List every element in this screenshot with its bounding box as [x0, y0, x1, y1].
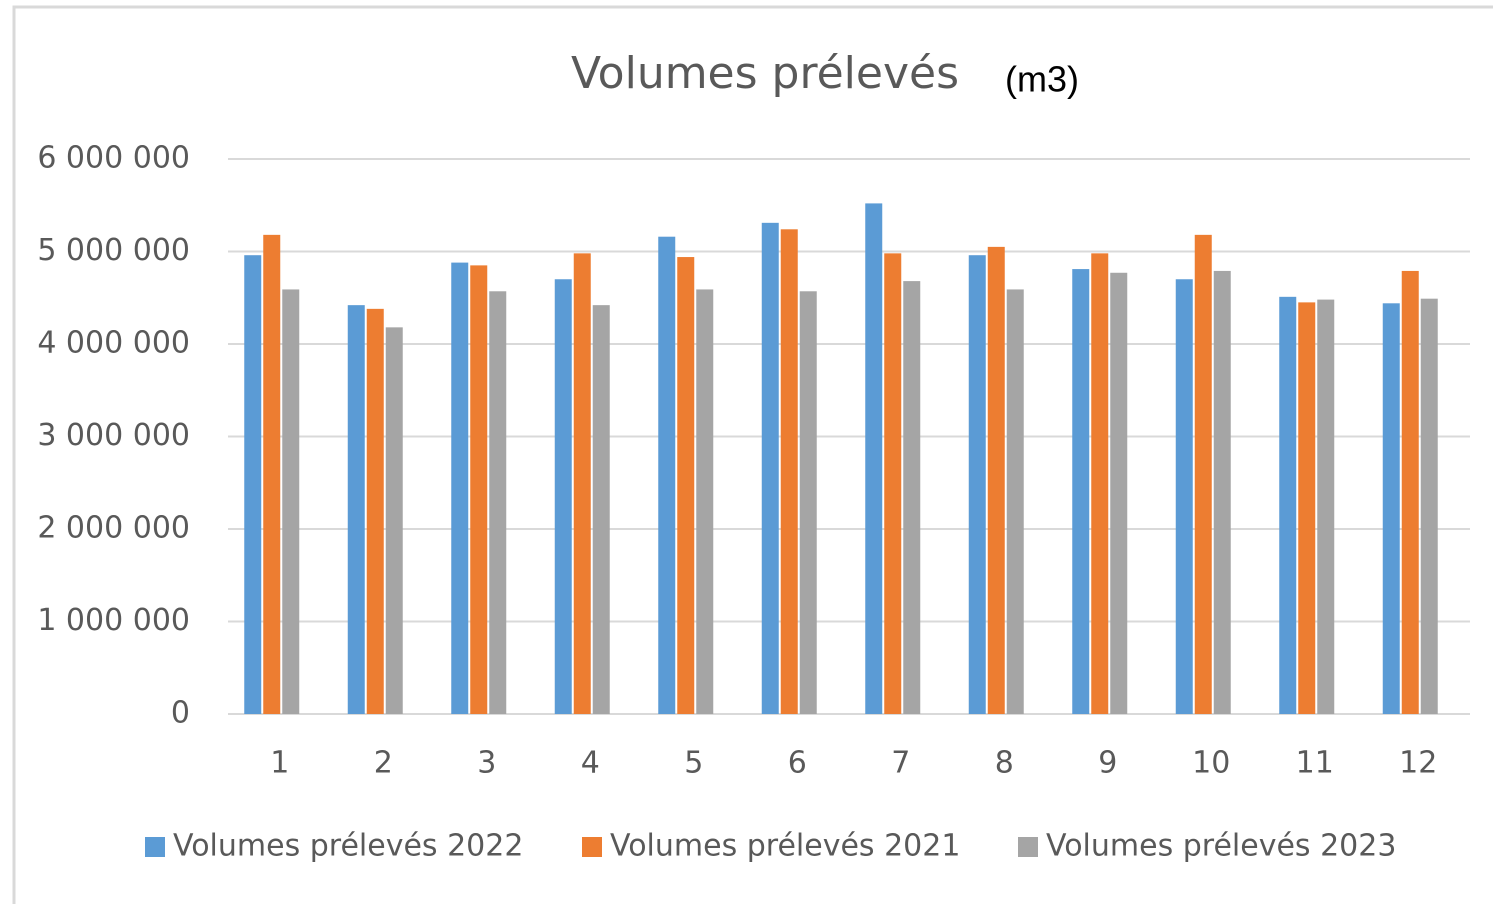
bar [347, 305, 365, 714]
x-tick-label: 1 [270, 746, 289, 781]
bar [1006, 289, 1024, 714]
bar [1298, 302, 1316, 714]
legend-label: Volumes prélevés 2023 [1046, 829, 1396, 864]
unit-annotation: (m3) [1005, 59, 1079, 100]
chart-title: Volumes prélevés [571, 48, 959, 99]
y-tick-label: 2 000 000 [37, 511, 190, 546]
bar [263, 234, 281, 714]
x-tick-label: 2 [374, 746, 393, 781]
bar [282, 289, 300, 714]
bar [1175, 279, 1193, 714]
bar [987, 246, 1005, 714]
bar [865, 203, 883, 714]
bar [1072, 269, 1090, 714]
x-tick-label: 5 [684, 746, 703, 781]
x-tick-label: 12 [1399, 746, 1437, 781]
x-tick-label: 8 [995, 746, 1014, 781]
bar [573, 253, 591, 714]
bar [470, 265, 488, 714]
y-tick-label: 6 000 000 [37, 141, 190, 176]
x-tick-label: 4 [581, 746, 600, 781]
bar [1213, 270, 1231, 714]
x-tick-label: 7 [891, 746, 910, 781]
y-tick-label: 4 000 000 [37, 326, 190, 361]
bar [884, 253, 902, 714]
bar [903, 281, 921, 714]
x-tick-label: 6 [788, 746, 807, 781]
bar [1420, 298, 1438, 714]
bar [1279, 296, 1297, 714]
bar [696, 289, 714, 714]
bar [677, 257, 695, 714]
y-tick-label: 1 000 000 [37, 603, 190, 638]
bar [658, 236, 676, 714]
x-tick-label: 9 [1098, 746, 1117, 781]
bar [1382, 303, 1400, 714]
legend-label: Volumes prélevés 2021 [610, 829, 960, 864]
bar [366, 308, 384, 714]
bar [489, 291, 507, 714]
bar [1317, 299, 1335, 714]
bar [1110, 272, 1128, 714]
x-tick-label: 11 [1296, 746, 1334, 781]
bar [799, 291, 817, 714]
bar [780, 229, 798, 715]
bar [244, 255, 262, 714]
y-tick-label: 5 000 000 [37, 233, 190, 268]
bar [1401, 270, 1419, 714]
x-tick-label: 3 [477, 746, 496, 781]
bar [1091, 253, 1109, 714]
bar [592, 305, 610, 714]
y-tick-label: 3 000 000 [37, 418, 190, 453]
bar [968, 255, 986, 714]
bar [554, 279, 572, 714]
bar [451, 262, 469, 714]
legend-swatch [145, 837, 165, 857]
bar [385, 327, 403, 714]
chart-frame [12, 5, 1493, 904]
y-tick-label: 0 [171, 696, 190, 731]
legend-label: Volumes prélevés 2022 [173, 829, 523, 864]
bar [761, 222, 779, 714]
x-tick-label: 10 [1192, 746, 1230, 781]
bar [1194, 234, 1212, 714]
legend-swatch [1018, 837, 1038, 857]
legend-swatch [582, 837, 602, 857]
